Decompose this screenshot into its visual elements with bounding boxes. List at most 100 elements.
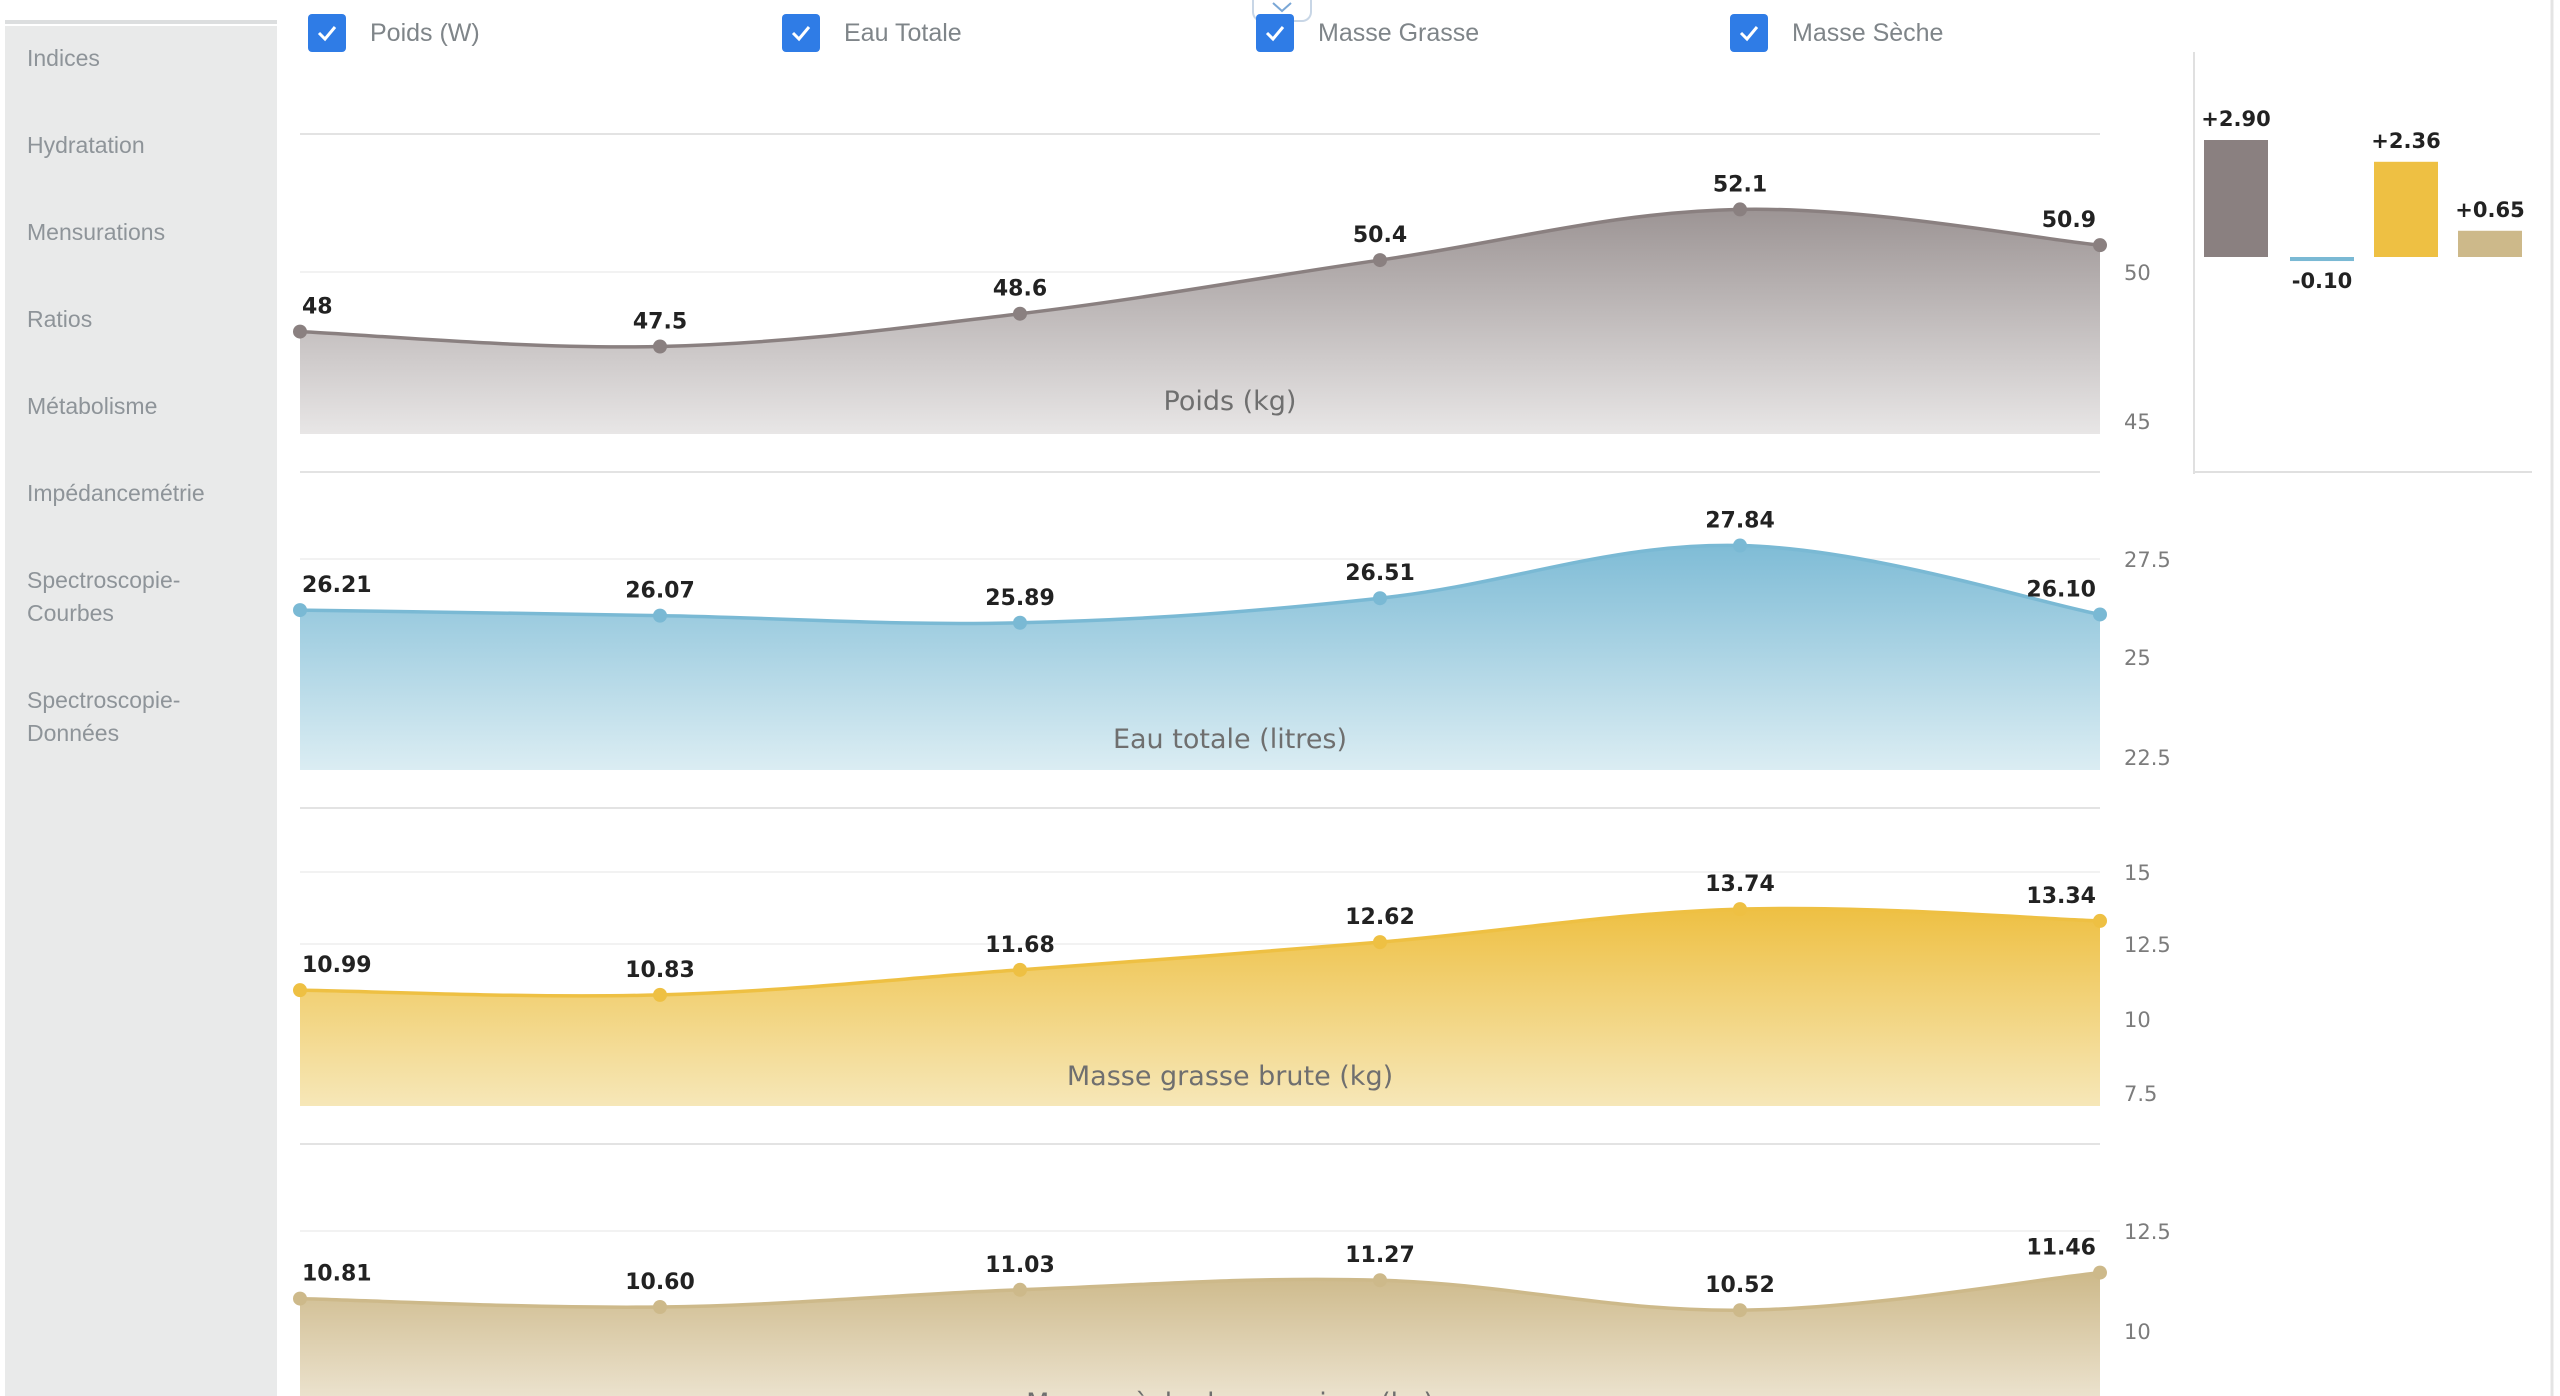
- data-point[interactable]: [2093, 913, 2107, 928]
- sidebar-top-border: [5, 20, 277, 24]
- data-point[interactable]: [1013, 615, 1027, 630]
- data-label: 11.03: [985, 1253, 1055, 1278]
- y-tick-label: 12.5: [2124, 933, 2171, 957]
- data-point[interactable]: [1733, 902, 1747, 917]
- data-label: 50.9: [2042, 208, 2096, 233]
- legend-item-4[interactable]: Masse Sèche: [1730, 14, 1943, 52]
- data-point[interactable]: [2093, 238, 2107, 253]
- delta-bar[interactable]: [2204, 140, 2268, 257]
- delta-bar[interactable]: [2290, 257, 2354, 262]
- sidebar-item-8[interactable]: Spectroscopie- Données: [27, 687, 181, 746]
- data-label: 26.51: [1345, 561, 1415, 586]
- delta-label: -0.10: [2292, 269, 2353, 293]
- data-label: 50.4: [1353, 223, 1407, 248]
- legend-item-2[interactable]: Eau Totale: [782, 14, 962, 52]
- y-tick-label: 15: [2124, 861, 2151, 885]
- data-point[interactable]: [293, 983, 307, 998]
- delta-label: +2.90: [2201, 107, 2270, 131]
- checkbox[interactable]: [782, 14, 820, 52]
- y-tick-label: 12.5: [2124, 1220, 2171, 1244]
- y-tick-label: 10: [2124, 1320, 2151, 1344]
- data-point[interactable]: [653, 339, 667, 354]
- check-icon: [1265, 26, 1285, 42]
- data-point[interactable]: [1373, 591, 1387, 606]
- data-label: 52.1: [1713, 172, 1767, 197]
- data-point[interactable]: [1733, 202, 1747, 217]
- y-tick-label: 7.5: [2124, 1082, 2157, 1106]
- delta-bar-chart: +2.90 -0.10 +2.36 +0.65: [2193, 52, 2532, 474]
- area-fill: [300, 908, 2100, 1106]
- sidebar-item-3[interactable]: Mensurations: [27, 219, 166, 245]
- data-label: 27.84: [1705, 509, 1775, 534]
- data-label: 47.5: [633, 310, 687, 335]
- check-icon: [791, 26, 811, 42]
- checkbox[interactable]: [1730, 14, 1768, 52]
- y-tick-label: 45: [2124, 410, 2151, 434]
- area-fill: [300, 209, 2100, 434]
- data-label: 13.34: [2026, 884, 2096, 909]
- data-point[interactable]: [1013, 306, 1027, 321]
- data-point[interactable]: [1013, 962, 1027, 977]
- legend-label: Masse Grasse: [1318, 18, 1480, 47]
- data-label: 10.99: [302, 953, 372, 978]
- area-fill: [300, 1272, 2100, 1396]
- delta-label: +0.65: [2455, 198, 2524, 222]
- checkbox[interactable]: [308, 14, 346, 52]
- y-tick-label: 25: [2124, 646, 2151, 670]
- data-label: 48: [302, 295, 333, 320]
- delta-bar[interactable]: [2458, 230, 2522, 257]
- data-label: 10.81: [302, 1262, 372, 1287]
- chart-title: Eau totale (litres): [1113, 724, 1347, 755]
- data-point[interactable]: [1373, 935, 1387, 950]
- legend-label: Poids (W): [370, 18, 480, 47]
- y-tick-label: 22.5: [2124, 746, 2171, 770]
- sidebar-item-7[interactable]: Spectroscopie- Courbes: [27, 567, 181, 626]
- y-tick-label: 27.5: [2124, 548, 2171, 572]
- sidebar-item-2[interactable]: Hydratation: [27, 132, 145, 158]
- sidebar-item-5[interactable]: Métabolisme: [27, 393, 158, 419]
- delta-bar[interactable]: [2374, 161, 2438, 257]
- data-point[interactable]: [653, 987, 667, 1002]
- data-point[interactable]: [1733, 1303, 1747, 1318]
- delta-label: +2.36: [2371, 129, 2440, 153]
- chart-eau: 27.5 25 22.5 26.21 26.07 25.89 26.51 27.84 26.10…: [293, 471, 2171, 770]
- series-line: [299, 906, 2101, 998]
- data-point[interactable]: [1013, 1282, 1027, 1297]
- y-tick-label: 50: [2124, 261, 2151, 285]
- data-point[interactable]: [653, 608, 667, 623]
- legend-label: Eau Totale: [844, 18, 962, 47]
- data-point[interactable]: [1733, 538, 1747, 553]
- series-line: [299, 543, 2101, 626]
- data-label: 13.74: [1705, 872, 1775, 897]
- legend-item-3[interactable]: Masse Grasse: [1256, 14, 1479, 52]
- data-label: 10.83: [625, 958, 695, 983]
- data-label: 12.62: [1345, 905, 1415, 930]
- sidebar-item-1[interactable]: Indices: [27, 45, 100, 71]
- checkbox[interactable]: [1256, 14, 1294, 52]
- chart-seche: 12.5 10 10.81 10.60 11.03 11.27 10.52 11.46 Mass…: [293, 1143, 2171, 1396]
- chart-poids: 50 45 48 47.5 48.6 50.4 52.1 50.9 Poids (kg): [293, 133, 2151, 434]
- data-point[interactable]: [2093, 607, 2107, 622]
- area-fill: [300, 545, 2100, 770]
- check-icon: [1739, 26, 1759, 42]
- data-label: 26.21: [302, 573, 372, 598]
- legend-item-1[interactable]: Poids (W): [308, 14, 480, 52]
- sidebar-item-4[interactable]: Ratios: [27, 306, 93, 332]
- chevron-down-icon: [1272, 2, 1292, 13]
- data-point[interactable]: [293, 324, 307, 339]
- legend-label: Masse Sèche: [1792, 18, 1944, 47]
- series-line: [299, 207, 2101, 349]
- data-point[interactable]: [293, 603, 307, 618]
- data-point[interactable]: [653, 1300, 667, 1314]
- chart-grasse: 15 12.5 10 7.5 10.99 10.83 11.68 12.62 13.74 13.3…: [293, 807, 2171, 1106]
- data-point[interactable]: [1373, 1273, 1387, 1288]
- chart-title: Masse grasse brute (kg): [1067, 1061, 1393, 1092]
- chart-title: Poids (kg): [1164, 386, 1297, 417]
- data-label: 25.89: [985, 586, 1055, 611]
- data-point[interactable]: [1373, 253, 1387, 268]
- data-point[interactable]: [293, 1291, 307, 1306]
- data-label: 11.46: [2026, 1236, 2096, 1261]
- sidebar-item-6[interactable]: Impédancemétrie: [27, 480, 205, 506]
- data-point[interactable]: [2093, 1265, 2107, 1280]
